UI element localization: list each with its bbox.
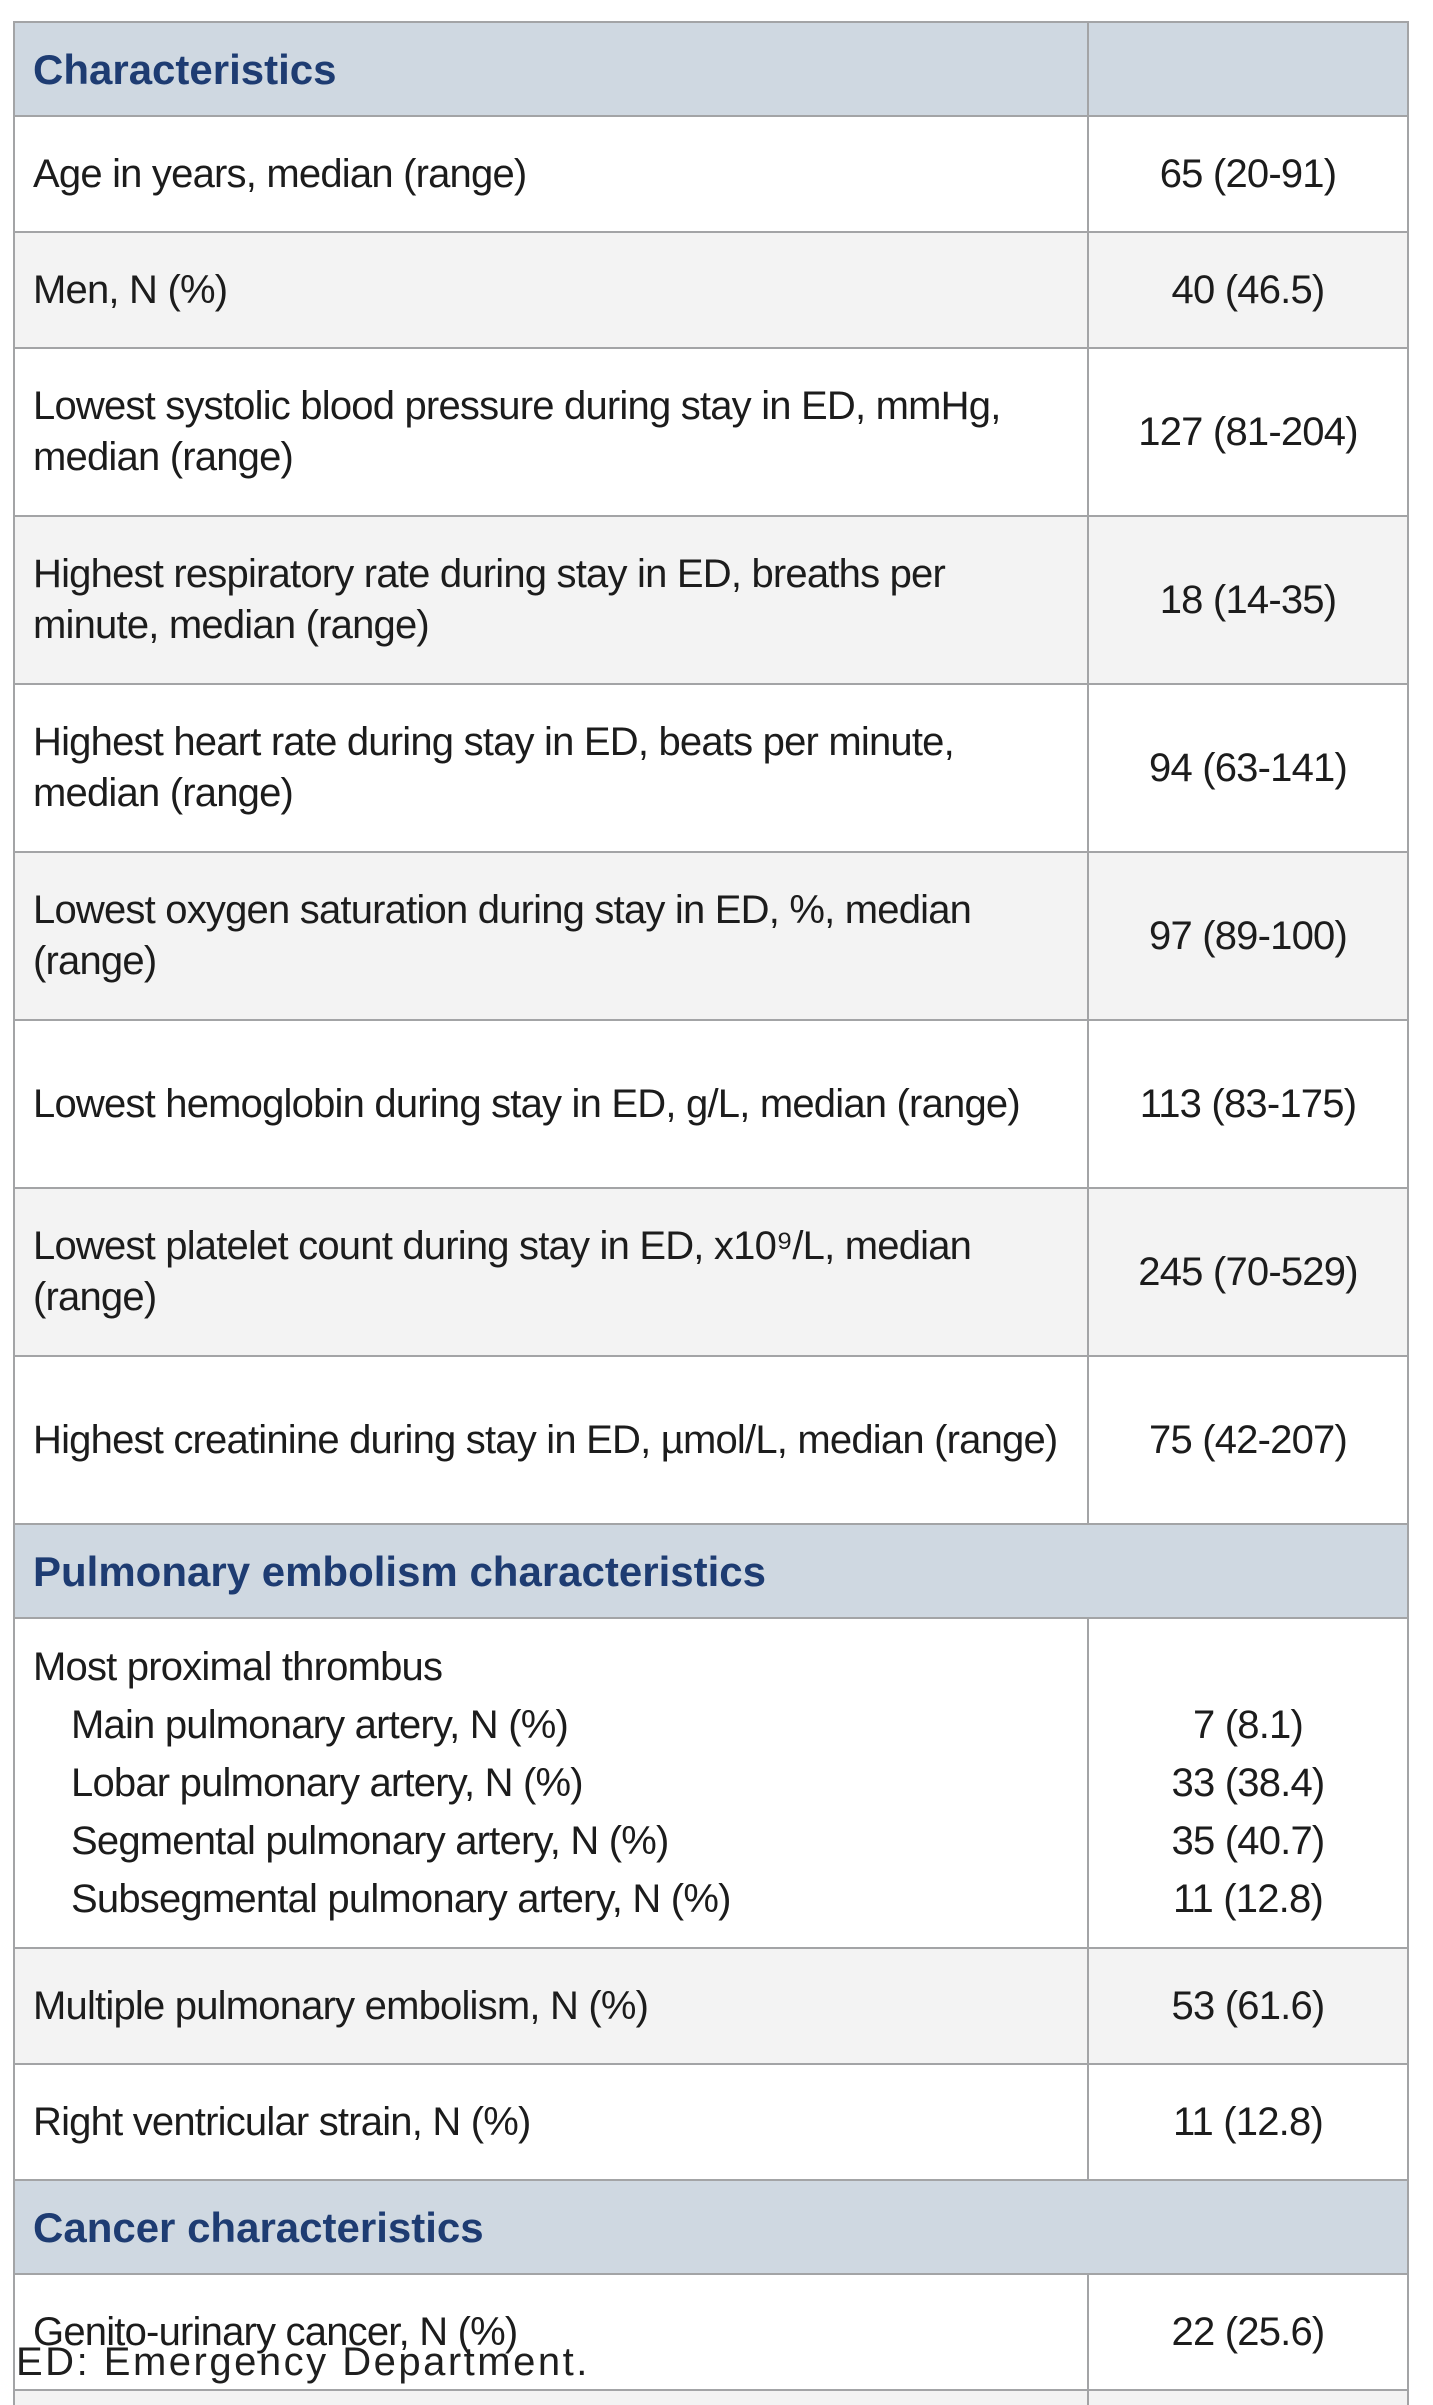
row-label: Highest creatinine during stay in ED, µm… xyxy=(13,1355,1089,1525)
thrombus-item-value: 11 (12.8) xyxy=(1173,1877,1324,1921)
row-creatinine: Highest creatinine during stay in ED, µm… xyxy=(13,1355,1409,1525)
row-value: 127 (81-204) xyxy=(1087,347,1409,517)
characteristics-table-wrapper: Characteristics Age in years, median (ra… xyxy=(13,21,1409,2405)
thrombus-value-spacer xyxy=(1097,1638,1399,1696)
row-multiple-pe: Multiple pulmonary embolism, N (%) 53 (6… xyxy=(13,1947,1409,2065)
thrombus-label-cell: Most proximal thrombus Main pulmonary ar… xyxy=(13,1617,1089,1949)
characteristics-table: Characteristics Age in years, median (ra… xyxy=(13,21,1409,2405)
row-value: 75 (42-207) xyxy=(1087,1355,1409,1525)
row-label: Genito-urinary cancer, N (%) xyxy=(13,2273,1089,2391)
row-value: 94 (63-141) xyxy=(1087,683,1409,853)
row-hemoglobin: Lowest hemoglobin during stay in ED, g/L… xyxy=(13,1019,1409,1189)
row-label: Gastro-intestinal cancer, N (%) xyxy=(13,2389,1089,2405)
row-value: 40 (46.5) xyxy=(1087,231,1409,349)
row-age: Age in years, median (range) 65 (20-91) xyxy=(13,115,1409,233)
row-value: 65 (20-91) xyxy=(1087,115,1409,233)
row-label: Right ventricular strain, N (%) xyxy=(13,2063,1089,2181)
table-header-value-cell xyxy=(1087,21,1409,117)
row-label: Highest respiratory rate during stay in … xyxy=(13,515,1089,685)
row-label: Lowest oxygen saturation during stay in … xyxy=(13,851,1089,1021)
row-value: 13 (15.1) xyxy=(1087,2389,1409,2405)
row-value: 113 (83-175) xyxy=(1087,1019,1409,1189)
row-value: 53 (61.6) xyxy=(1087,1947,1409,2065)
row-respiratory-rate: Highest respiratory rate during stay in … xyxy=(13,515,1409,685)
row-value: 11 (12.8) xyxy=(1087,2063,1409,2181)
row-oxygen-saturation: Lowest oxygen saturation during stay in … xyxy=(13,851,1409,1021)
row-label: Lowest platelet count during stay in ED,… xyxy=(13,1187,1089,1357)
row-most-proximal-thrombus: Most proximal thrombus Main pulmonary ar… xyxy=(13,1617,1409,1949)
table-header-row: Characteristics xyxy=(13,21,1409,117)
row-platelet-count: Lowest platelet count during stay in ED,… xyxy=(13,1187,1409,1357)
thrombus-item-value: 33 (38.4) xyxy=(1171,1761,1326,1805)
section-header-pulmonary-embolism: Pulmonary embolism characteristics xyxy=(13,1523,1409,1619)
row-rv-strain: Right ventricular strain, N (%) 11 (12.8… xyxy=(13,2063,1409,2181)
row-genito-urinary-cancer: Genito-urinary cancer, N (%) 22 (25.6) xyxy=(13,2273,1409,2391)
thrombus-item-label: Subsegmental pulmonary artery, N (%) xyxy=(71,1877,731,1921)
section-header-label: Pulmonary embolism characteristics xyxy=(13,1523,1409,1619)
row-heart-rate: Highest heart rate during stay in ED, be… xyxy=(13,683,1409,853)
thrombus-value-cell: 7 (8.1) 33 (38.4) 35 (40.7) 11 (12.8) xyxy=(1087,1617,1409,1949)
row-value: 22 (25.6) xyxy=(1087,2273,1409,2391)
row-gastro-intestinal-cancer: Gastro-intestinal cancer, N (%) 13 (15.1… xyxy=(13,2389,1409,2405)
thrombus-item-label: Segmental pulmonary artery, N (%) xyxy=(71,1819,669,1863)
table-header-label: Characteristics xyxy=(13,21,1089,117)
row-label: Lowest hemoglobin during stay in ED, g/L… xyxy=(13,1019,1089,1189)
table-footnote: ED: Emergency Department. xyxy=(16,2340,590,2384)
row-label: Lowest systolic blood pressure during st… xyxy=(13,347,1089,517)
thrombus-item-label: Lobar pulmonary artery, N (%) xyxy=(71,1761,584,1805)
row-label: Age in years, median (range) xyxy=(13,115,1089,233)
row-men: Men, N (%) 40 (46.5) xyxy=(13,231,1409,349)
thrombus-main-label: Most proximal thrombus xyxy=(33,1645,443,1689)
row-value: 18 (14-35) xyxy=(1087,515,1409,685)
row-systolic-bp: Lowest systolic blood pressure during st… xyxy=(13,347,1409,517)
row-value: 245 (70-529) xyxy=(1087,1187,1409,1357)
row-label: Multiple pulmonary embolism, N (%) xyxy=(13,1947,1089,2065)
row-label: Men, N (%) xyxy=(13,231,1089,349)
thrombus-item-value: 7 (8.1) xyxy=(1192,1703,1304,1747)
section-header-cancer: Cancer characteristics xyxy=(13,2179,1409,2275)
thrombus-item-label: Main pulmonary artery, N (%) xyxy=(71,1703,569,1747)
thrombus-item-value: 35 (40.7) xyxy=(1171,1819,1326,1863)
section-header-label: Cancer characteristics xyxy=(13,2179,1409,2275)
row-value: 97 (89-100) xyxy=(1087,851,1409,1021)
row-label: Highest heart rate during stay in ED, be… xyxy=(13,683,1089,853)
